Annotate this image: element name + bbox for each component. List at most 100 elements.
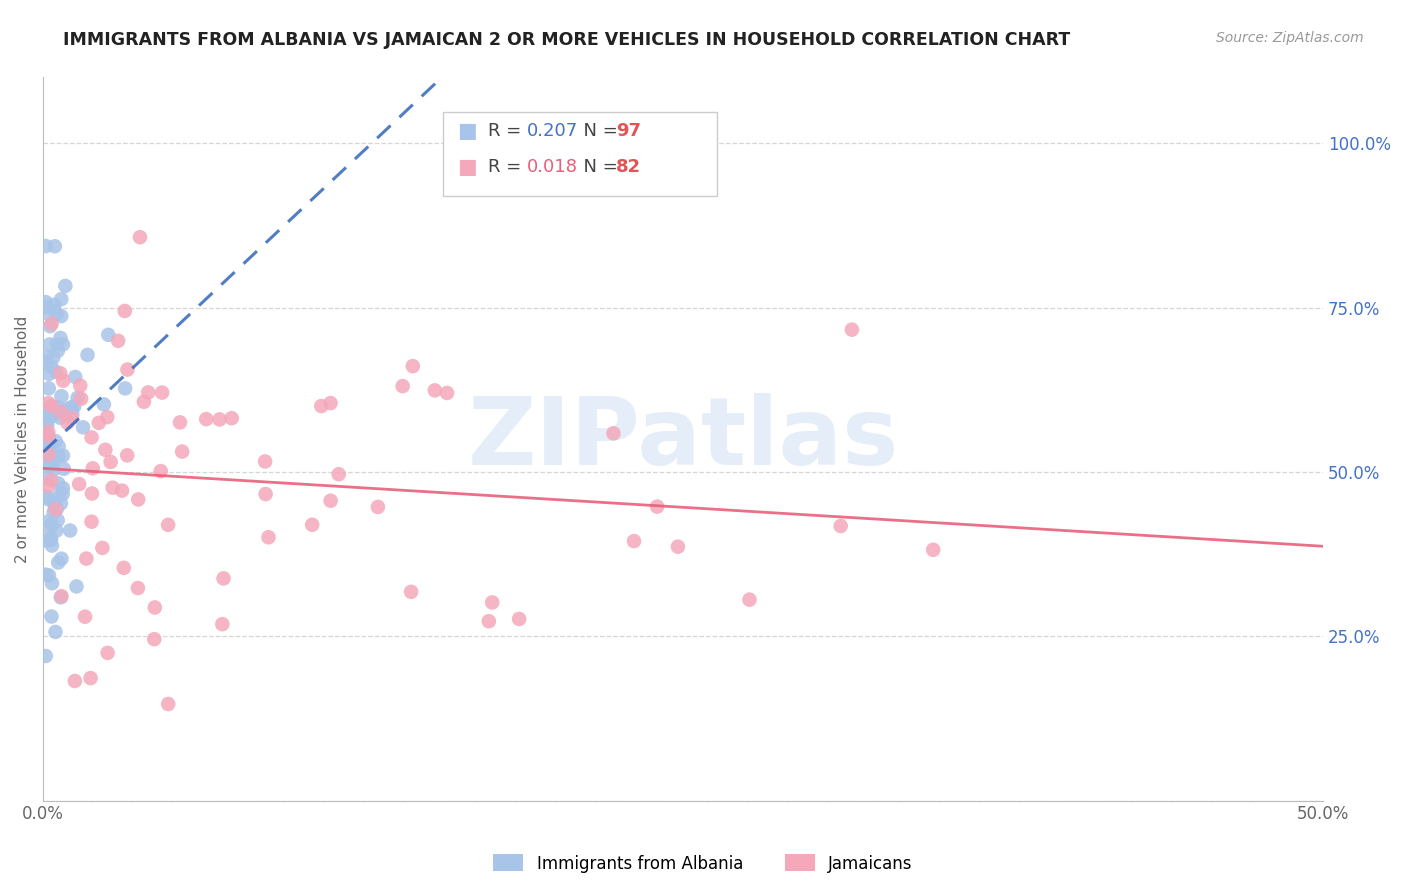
Legend: Immigrants from Albania, Jamaicans: Immigrants from Albania, Jamaicans (486, 847, 920, 880)
Text: Source: ZipAtlas.com: Source: ZipAtlas.com (1216, 31, 1364, 45)
Point (49, 367, 72, 381)
Point (172, 444, 194, 458)
Point (114, 304, 136, 318)
Point (149, 464, 172, 478)
Point (44, 624, 66, 639)
Point (44, 303, 66, 318)
Point (94, 442, 117, 457)
Point (46, 400, 69, 414)
Point (49, 591, 72, 605)
Point (39, 438, 62, 452)
Point (208, 412, 231, 426)
Point (91, 541, 114, 555)
Point (35, 300, 58, 314)
Text: 97: 97 (616, 122, 641, 140)
Point (399, 585, 422, 599)
Point (67, 477, 90, 491)
Point (129, 230, 152, 244)
Point (35, 648, 58, 663)
Point (738, 592, 761, 607)
Point (301, 517, 323, 532)
Point (53, 279, 76, 293)
Text: R =: R = (488, 158, 527, 176)
Point (367, 500, 389, 514)
Point (48, 450, 70, 464)
Point (60, 410, 83, 425)
Point (46, 556, 69, 570)
Point (136, 385, 159, 400)
Point (70, 392, 93, 406)
Point (319, 396, 342, 410)
Point (602, 426, 624, 441)
Point (97, 327, 120, 342)
Point (35, 239, 58, 253)
Point (830, 519, 852, 533)
Point (922, 542, 945, 557)
Point (82, 461, 104, 475)
Point (38, 568, 60, 582)
Point (39, 473, 62, 487)
Point (66, 391, 89, 405)
Point (93, 397, 115, 411)
Point (44, 498, 66, 512)
Point (39, 521, 62, 535)
Point (49, 331, 72, 345)
Point (48, 489, 70, 503)
Point (51, 405, 73, 419)
Point (46, 307, 69, 321)
Point (46, 337, 69, 351)
Point (37, 448, 59, 462)
Point (101, 481, 124, 495)
Point (97, 646, 120, 660)
Point (35, 431, 58, 445)
Point (150, 385, 173, 400)
Point (38, 337, 60, 351)
Point (114, 381, 136, 395)
Point (157, 517, 180, 532)
Point (41, 517, 63, 532)
Point (254, 487, 277, 501)
Point (254, 454, 277, 468)
Point (52, 405, 75, 419)
Point (44, 239, 66, 253)
Point (38, 381, 60, 395)
Point (44, 298, 66, 312)
Point (39, 456, 62, 470)
Point (39, 532, 62, 546)
Point (221, 411, 243, 425)
Point (39, 533, 62, 547)
Point (96, 410, 118, 425)
Text: N =: N = (572, 158, 624, 176)
Point (44, 500, 66, 515)
Point (59, 524, 82, 538)
Point (41, 609, 63, 624)
Point (328, 467, 350, 482)
Point (311, 399, 333, 413)
Point (37, 492, 59, 507)
Point (211, 617, 233, 632)
Point (35, 437, 58, 451)
Point (51, 405, 73, 419)
Point (41, 359, 63, 374)
Point (52, 481, 75, 495)
Point (51, 292, 73, 306)
Point (51, 551, 73, 566)
Point (42, 452, 65, 467)
Point (107, 334, 129, 348)
Point (38, 431, 60, 445)
Point (436, 386, 458, 401)
Point (73, 609, 96, 624)
Point (115, 448, 138, 462)
Point (169, 416, 191, 430)
Point (35, 489, 58, 503)
Point (52, 449, 75, 463)
Point (402, 359, 425, 373)
Point (60, 401, 83, 415)
Point (51, 389, 73, 403)
Point (46, 513, 69, 527)
Point (391, 379, 413, 393)
Point (38, 409, 60, 424)
Point (35, 567, 58, 582)
Point (35, 470, 58, 484)
Point (143, 632, 166, 647)
